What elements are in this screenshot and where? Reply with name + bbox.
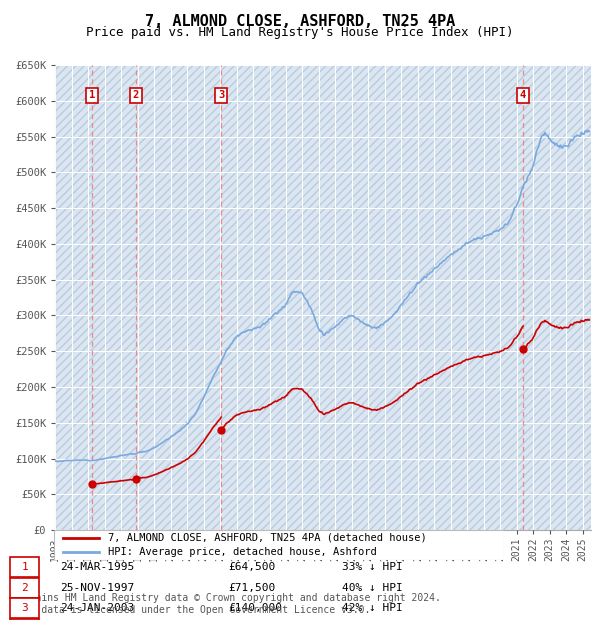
Text: Contains HM Land Registry data © Crown copyright and database right 2024.
This d: Contains HM Land Registry data © Crown c… [12,593,441,615]
Text: £140,000: £140,000 [228,603,282,613]
Text: 2: 2 [21,583,28,593]
Text: Price paid vs. HM Land Registry's House Price Index (HPI): Price paid vs. HM Land Registry's House … [86,26,514,39]
Text: 3: 3 [218,91,224,100]
Text: 1: 1 [21,562,28,572]
Text: 33% ↓ HPI: 33% ↓ HPI [342,562,403,572]
Text: 42% ↓ HPI: 42% ↓ HPI [342,603,403,613]
Text: 24-MAR-1995: 24-MAR-1995 [60,562,134,572]
Text: 25-NOV-1997: 25-NOV-1997 [60,583,134,593]
Text: 4: 4 [520,91,526,100]
Text: 1: 1 [89,91,95,100]
Text: 7, ALMOND CLOSE, ASHFORD, TN25 4PA (detached house): 7, ALMOND CLOSE, ASHFORD, TN25 4PA (deta… [108,533,427,542]
Text: 24-JAN-2003: 24-JAN-2003 [60,603,134,613]
Text: 40% ↓ HPI: 40% ↓ HPI [342,583,403,593]
Text: HPI: Average price, detached house, Ashford: HPI: Average price, detached house, Ashf… [108,547,377,557]
Text: 3: 3 [21,603,28,613]
Text: 2: 2 [133,91,139,100]
Text: £71,500: £71,500 [228,583,275,593]
Text: £64,500: £64,500 [228,562,275,572]
FancyBboxPatch shape [54,530,504,560]
Text: 7, ALMOND CLOSE, ASHFORD, TN25 4PA: 7, ALMOND CLOSE, ASHFORD, TN25 4PA [145,14,455,29]
